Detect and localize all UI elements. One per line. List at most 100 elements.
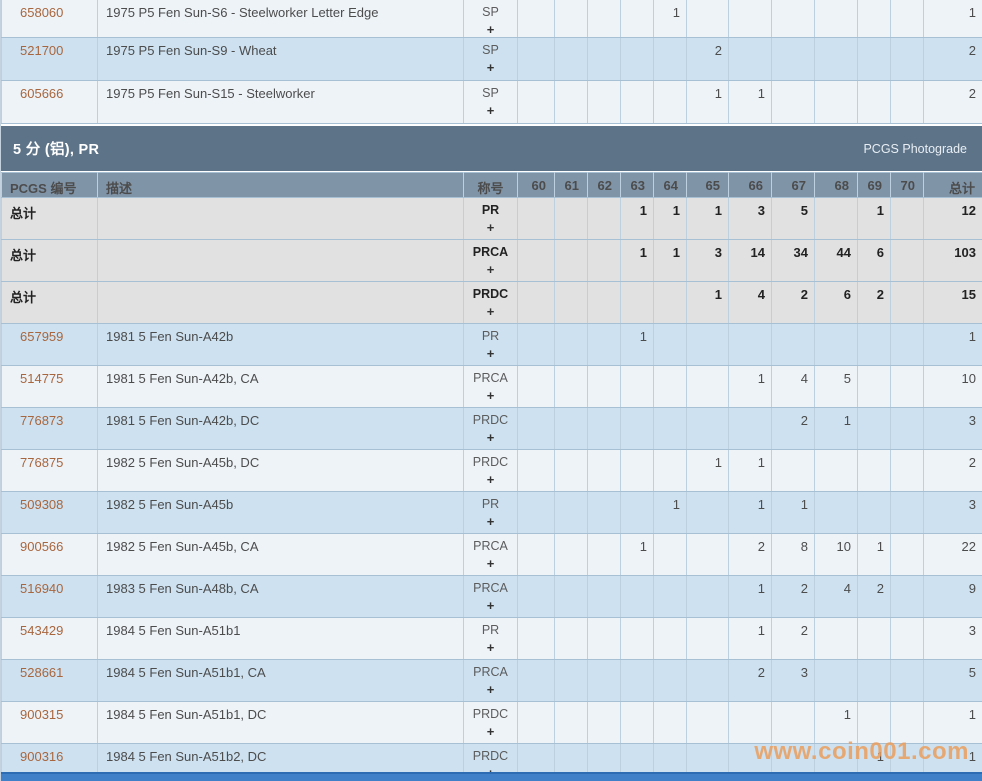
grade-60-cell: [517, 701, 555, 744]
expand-plus-link[interactable]: +: [486, 346, 495, 361]
expand-plus-link[interactable]: +: [486, 220, 495, 235]
pcgs-number-link[interactable]: 521700: [20, 43, 64, 58]
total-cell: 1: [923, 701, 982, 744]
expand-plus-link[interactable]: +: [486, 556, 495, 571]
grade-61-cell: [554, 533, 588, 576]
pcgs-number-link[interactable]: 900315: [20, 707, 64, 722]
pcgs-number-link[interactable]: 509308: [20, 497, 64, 512]
expand-plus-link[interactable]: +: [486, 60, 495, 75]
grade-70-cell: [890, 575, 924, 618]
pcgs-number-link[interactable]: 776873: [20, 413, 64, 428]
grade-65-cell: [686, 659, 729, 702]
table-row: 总计 PRCA +1 1 3 14 34 44 6 103: [1, 239, 982, 282]
expand-plus-link[interactable]: +: [486, 388, 495, 403]
pcgs-number-cell: 516940: [1, 575, 98, 618]
total-cell: 3: [923, 617, 982, 660]
grade-60-cell: [517, 239, 555, 282]
pcgs-number-link[interactable]: 900316: [20, 749, 64, 764]
grade-63-cell: [620, 37, 654, 81]
designation-label: PR: [481, 329, 500, 343]
grade-63-cell: [620, 365, 654, 408]
header-grade-60: 60: [517, 172, 555, 198]
photograde-link[interactable]: PCGS Photograde: [863, 141, 967, 156]
expand-plus-link[interactable]: +: [486, 262, 495, 277]
expand-plus-link[interactable]: +: [486, 304, 495, 319]
expand-plus-link[interactable]: +: [486, 103, 495, 118]
expand-plus-link[interactable]: +: [486, 598, 495, 613]
pcgs-number-cell: 776873: [1, 407, 98, 450]
expand-plus-link[interactable]: +: [486, 514, 495, 529]
total-cell: 12: [923, 197, 982, 240]
totals-label: 总计: [10, 206, 37, 221]
grade-64-cell: 1: [653, 197, 687, 240]
header-grade-64: 64: [653, 172, 687, 198]
grade-66-cell: 4: [728, 281, 772, 324]
designation-label: PR: [481, 203, 500, 217]
grade-61-cell: [554, 323, 588, 366]
total-cell: 2: [923, 449, 982, 492]
expand-plus-link[interactable]: +: [486, 682, 495, 697]
grade-70-cell: [890, 281, 924, 324]
table-row: 543429 1984 5 Fen Sun-A51b1 PR +1 2 3: [1, 617, 982, 660]
grade-68-cell: [814, 617, 858, 660]
grade-66-cell: 1: [728, 617, 772, 660]
grade-61-cell: [554, 37, 588, 81]
grade-70-cell: [890, 197, 924, 240]
pcgs-number-link[interactable]: 605666: [20, 86, 64, 101]
grade-69-cell: [857, 37, 891, 81]
grade-65-cell: [686, 365, 729, 408]
grade-62-cell: [587, 365, 621, 408]
expand-plus-link[interactable]: +: [486, 640, 495, 655]
grade-64-cell: [653, 323, 687, 366]
header-grade-66: 66: [728, 172, 772, 198]
pcgs-number-link[interactable]: 543429: [20, 623, 64, 638]
header-description: 描述: [97, 172, 464, 198]
grade-69-cell: 2: [857, 575, 891, 618]
totals-label: 总计: [10, 290, 37, 305]
pcgs-number-link[interactable]: 657959: [20, 329, 64, 344]
grade-64-cell: [653, 365, 687, 408]
pcgs-number-link[interactable]: 900566: [20, 539, 64, 554]
grade-69-cell: [857, 0, 891, 38]
grade-66-cell: 1: [728, 449, 772, 492]
expand-plus-link[interactable]: +: [486, 724, 495, 739]
grade-67-cell: 34: [771, 239, 815, 282]
designation-cell: PRDC +: [463, 407, 518, 450]
pcgs-number-link[interactable]: 514775: [20, 371, 64, 386]
pcgs-number-link[interactable]: 528661: [20, 665, 64, 680]
grade-61-cell: [554, 491, 588, 534]
grade-65-cell: [686, 533, 729, 576]
pcgs-number-link[interactable]: 658060: [20, 5, 64, 20]
grade-66-cell: [728, 407, 772, 450]
description-cell: 1984 5 Fen Sun-A51b1, CA: [97, 659, 464, 702]
grade-61-cell: [554, 407, 588, 450]
designation-label: PRDC: [472, 707, 509, 721]
grade-68-cell: 10: [814, 533, 858, 576]
table-row: 776873 1981 5 Fen Sun-A42b, DC PRDC +2 1 3: [1, 407, 982, 450]
grade-65-cell: [686, 407, 729, 450]
description-cell: 1975 P5 Fen Sun-S9 - Wheat: [97, 37, 464, 81]
grade-64-cell: [653, 281, 687, 324]
grade-67-cell: 2: [771, 575, 815, 618]
pcgs-number-cell: 总计: [1, 239, 98, 282]
description-cell: 1984 5 Fen Sun-A51b1: [97, 617, 464, 660]
grade-61-cell: [554, 365, 588, 408]
grade-60-cell: [517, 659, 555, 702]
grade-60-cell: [517, 80, 555, 124]
grade-67-cell: 4: [771, 365, 815, 408]
pcgs-number-link[interactable]: 516940: [20, 581, 64, 596]
grade-69-cell: [857, 449, 891, 492]
grade-65-cell: 2: [686, 37, 729, 81]
grade-62-cell: [587, 0, 621, 38]
expand-plus-link[interactable]: +: [486, 472, 495, 487]
pcgs-number-link[interactable]: 776875: [20, 455, 64, 470]
sp-section-table: 658060 1975 P5 Fen Sun-S6 - Steelworker L…: [1, 0, 982, 124]
expand-plus-link[interactable]: +: [486, 430, 495, 445]
grade-62-cell: [587, 533, 621, 576]
total-cell: 1: [923, 323, 982, 366]
grade-62-cell: [587, 323, 621, 366]
expand-plus-link[interactable]: +: [486, 22, 495, 37]
designation-cell: PRCA +: [463, 575, 518, 618]
grade-60-cell: [517, 323, 555, 366]
grade-60-cell: [517, 533, 555, 576]
